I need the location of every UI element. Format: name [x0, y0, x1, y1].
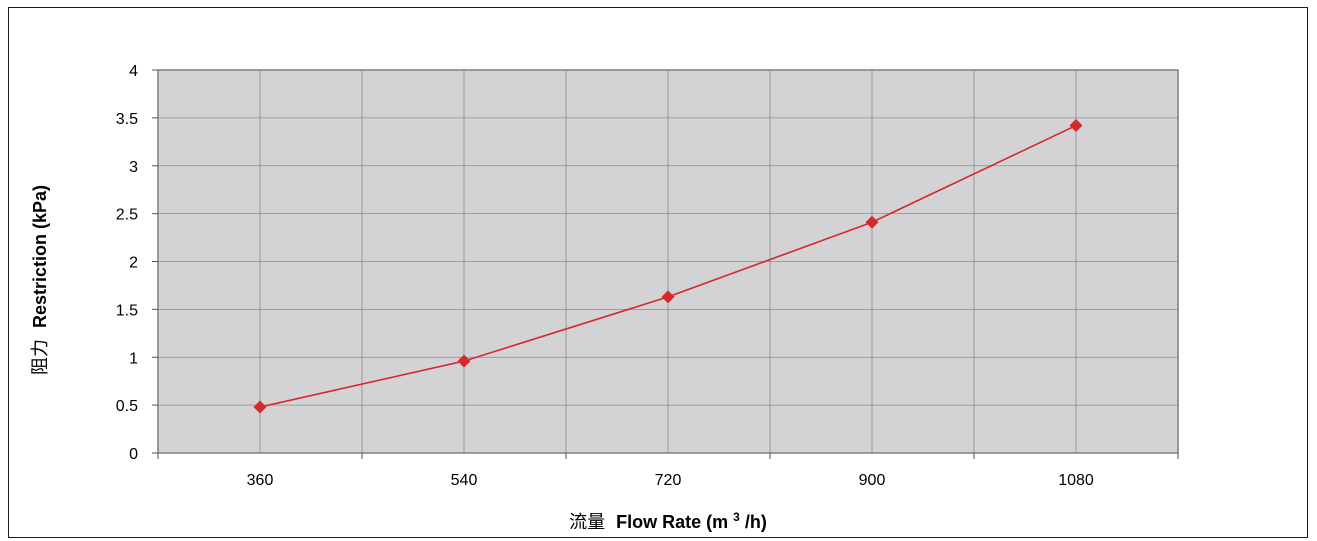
data-point [457, 354, 471, 368]
x-tick-label: 360 [247, 472, 274, 489]
y-tick-label: 0 [129, 446, 138, 463]
y-tick-label: 3.5 [116, 111, 138, 128]
x-tick-label: 540 [451, 472, 478, 489]
data-point [253, 400, 267, 414]
x-tick-label: 900 [859, 472, 886, 489]
y-tick-label: 1.5 [116, 302, 138, 319]
axes [152, 69, 1179, 459]
y-tick-label: 3 [129, 159, 138, 176]
y-tick-label: 2 [129, 255, 138, 272]
y-tick-label: 0.5 [116, 398, 138, 415]
data-point [1069, 119, 1083, 133]
y-axis-title-en: Restriction (kPa) [30, 185, 50, 328]
data-point [661, 290, 675, 304]
y-tick-label: 4 [129, 63, 138, 80]
x-tick-labels: 360 540 720 900 1080 [247, 472, 1094, 489]
y-tick-labels: 0 0.5 1 1.5 2 2.5 3 3.5 4 [116, 63, 138, 463]
series-restriction [253, 119, 1083, 414]
x-axis-title-sup: 3 [733, 510, 740, 524]
y-axis-title-cn: 阻力 [30, 339, 51, 375]
x-axis-title-tail: /h) [745, 512, 767, 532]
y-tick-label: 1 [129, 350, 138, 367]
y-tick-label: 2.5 [116, 207, 138, 224]
data-point [865, 215, 879, 229]
gridlines [158, 69, 1178, 453]
y-axis-title: 阻力 Restriction (kPa) [30, 185, 51, 375]
x-axis-title-cn: 流量 [569, 512, 605, 533]
x-tick-label: 720 [655, 472, 682, 489]
x-axis-title: 流量 Flow Rate (m 3 /h) [569, 505, 767, 533]
x-axis-title-en: Flow Rate (m [616, 512, 728, 532]
x-tick-label: 1080 [1058, 472, 1094, 489]
